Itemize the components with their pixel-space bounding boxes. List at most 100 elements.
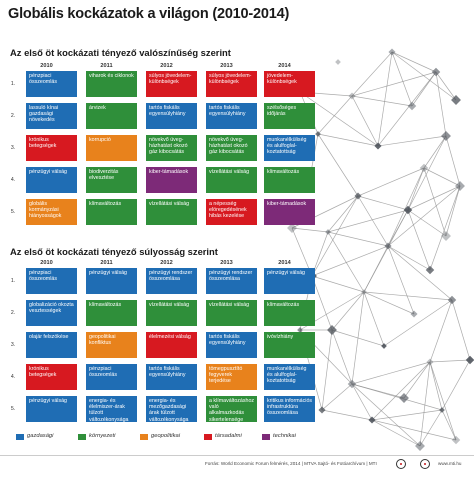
- network-node: [403, 205, 413, 215]
- legend: gazdasági környezeti geopolitikai társadalm…: [16, 433, 316, 445]
- network-edge: [423, 167, 461, 187]
- risk-cell: növekvő üveg-házhatást okozó gáz kibocsá…: [206, 135, 257, 161]
- network-edge: [363, 291, 453, 301]
- network-edge: [407, 209, 431, 271]
- rank-label: 3.: [10, 145, 16, 151]
- year-label: 2010: [40, 63, 53, 69]
- rank-label: 4.: [10, 374, 16, 380]
- risk-cell: pénzpiaci összeomlás: [86, 364, 137, 390]
- network-edge: [311, 275, 365, 293]
- risk-cell: geopolitikai konfliktus: [86, 332, 137, 358]
- network-edge: [407, 167, 425, 211]
- network-edge: [321, 409, 373, 421]
- network-edge: [387, 245, 415, 315]
- legend-swatch: [204, 434, 212, 440]
- year-label: 2013: [220, 260, 233, 266]
- network-edge: [391, 51, 413, 107]
- network-edge: [351, 51, 393, 97]
- network-edge: [407, 185, 461, 211]
- network-node: [287, 223, 297, 233]
- legend-label: környezeti: [89, 433, 116, 439]
- network-edge: [423, 135, 447, 169]
- network-node: [388, 48, 396, 56]
- rank-label: 1.: [10, 278, 16, 284]
- network-edge: [327, 209, 409, 233]
- year-label: 2014: [278, 63, 291, 69]
- network-edge: [291, 227, 329, 233]
- network-edge: [429, 359, 471, 363]
- network-edge: [327, 231, 389, 247]
- year-label: 2011: [100, 260, 113, 266]
- footer-site[interactable]: www.mti.hu: [438, 461, 462, 466]
- risk-cell: munkanélküliség és alulfoglal-koztatotts…: [264, 364, 315, 390]
- risk-cell: kiber-támadások: [146, 167, 197, 193]
- network-edge: [357, 167, 425, 197]
- network-edge: [407, 135, 447, 211]
- logo-dot-icon: [399, 462, 402, 465]
- network-edge: [371, 419, 457, 441]
- year-header-row: 2010 2011 2012 2013 2014: [0, 260, 290, 270]
- risk-cell: klímaváltozás: [264, 300, 315, 326]
- network-node: [465, 355, 474, 365]
- network-edge: [321, 329, 333, 411]
- rank-label: 4.: [10, 177, 16, 183]
- network-edge: [371, 419, 421, 447]
- risk-cell: szélsőséges időjárás: [264, 103, 315, 129]
- risk-cell: tartós fiskális egyensúlyhiány: [206, 332, 257, 358]
- network-node: [325, 229, 331, 235]
- legend-swatch: [78, 434, 86, 440]
- risk-cell: pénzügyi válság: [26, 396, 77, 422]
- network-node: [381, 343, 387, 349]
- network-edge: [317, 133, 359, 197]
- risk-cell: súlyos jövedelem-különbségek: [206, 71, 257, 97]
- network-edge: [387, 185, 461, 247]
- network-edge: [391, 51, 457, 101]
- network-node: [361, 289, 367, 295]
- rank-label: 5.: [10, 209, 16, 215]
- network-edge: [351, 383, 443, 411]
- network-node: [335, 59, 341, 65]
- risk-cell: klímaváltozás: [264, 167, 315, 193]
- risk-cell: energia- és mezőgazdasági árak túlzott v…: [146, 396, 197, 422]
- risk-cell: tömegpusztító fegyverek terjedése: [206, 364, 257, 390]
- network-edge: [351, 361, 431, 385]
- network-node: [451, 95, 461, 105]
- risk-cell: kiber-támadások: [264, 199, 315, 225]
- legend-swatch: [140, 434, 148, 440]
- network-edge: [351, 95, 413, 107]
- risk-cell: globalizáció okozta vesztességek: [26, 300, 77, 326]
- section-title: Az első öt kockázati tényező súlyosság s…: [10, 246, 218, 257]
- rank-label: 5.: [10, 406, 16, 412]
- risk-cell: korrupció: [86, 135, 137, 161]
- network-node: [415, 441, 425, 451]
- risk-cell: vízellátási válság: [206, 167, 257, 193]
- network-edge: [407, 209, 447, 237]
- network-edge: [423, 167, 447, 237]
- network-edge: [363, 291, 415, 315]
- network-edge: [351, 95, 379, 147]
- risk-cell: lassuló kínai gazdasági növekedés: [26, 103, 77, 129]
- risk-cell: a népesség elöregedésének hibás kezelése: [206, 199, 257, 225]
- network-edge: [311, 245, 389, 277]
- year-label: 2014: [278, 260, 291, 266]
- year-label: 2012: [160, 260, 173, 266]
- risk-cell: klímaváltozás: [86, 199, 137, 225]
- risk-cell: ivóvízhiány: [264, 332, 315, 358]
- risk-cell: kritikus információs infrastruktúra össz…: [264, 396, 315, 422]
- network-node: [441, 131, 451, 141]
- network-edge: [377, 135, 447, 147]
- network-node: [297, 327, 303, 333]
- network-node: [441, 231, 451, 241]
- risk-cell: pénzügyi válság: [86, 268, 137, 294]
- network-node: [455, 181, 465, 191]
- network-edge: [377, 71, 437, 147]
- network-edge: [351, 383, 421, 447]
- rank-label: 1.: [10, 81, 16, 87]
- network-edge: [321, 383, 353, 411]
- network-node: [447, 295, 457, 305]
- network-edge: [371, 361, 431, 421]
- network-edge: [351, 383, 373, 421]
- network-node: [431, 67, 441, 77]
- network-edge: [387, 245, 431, 271]
